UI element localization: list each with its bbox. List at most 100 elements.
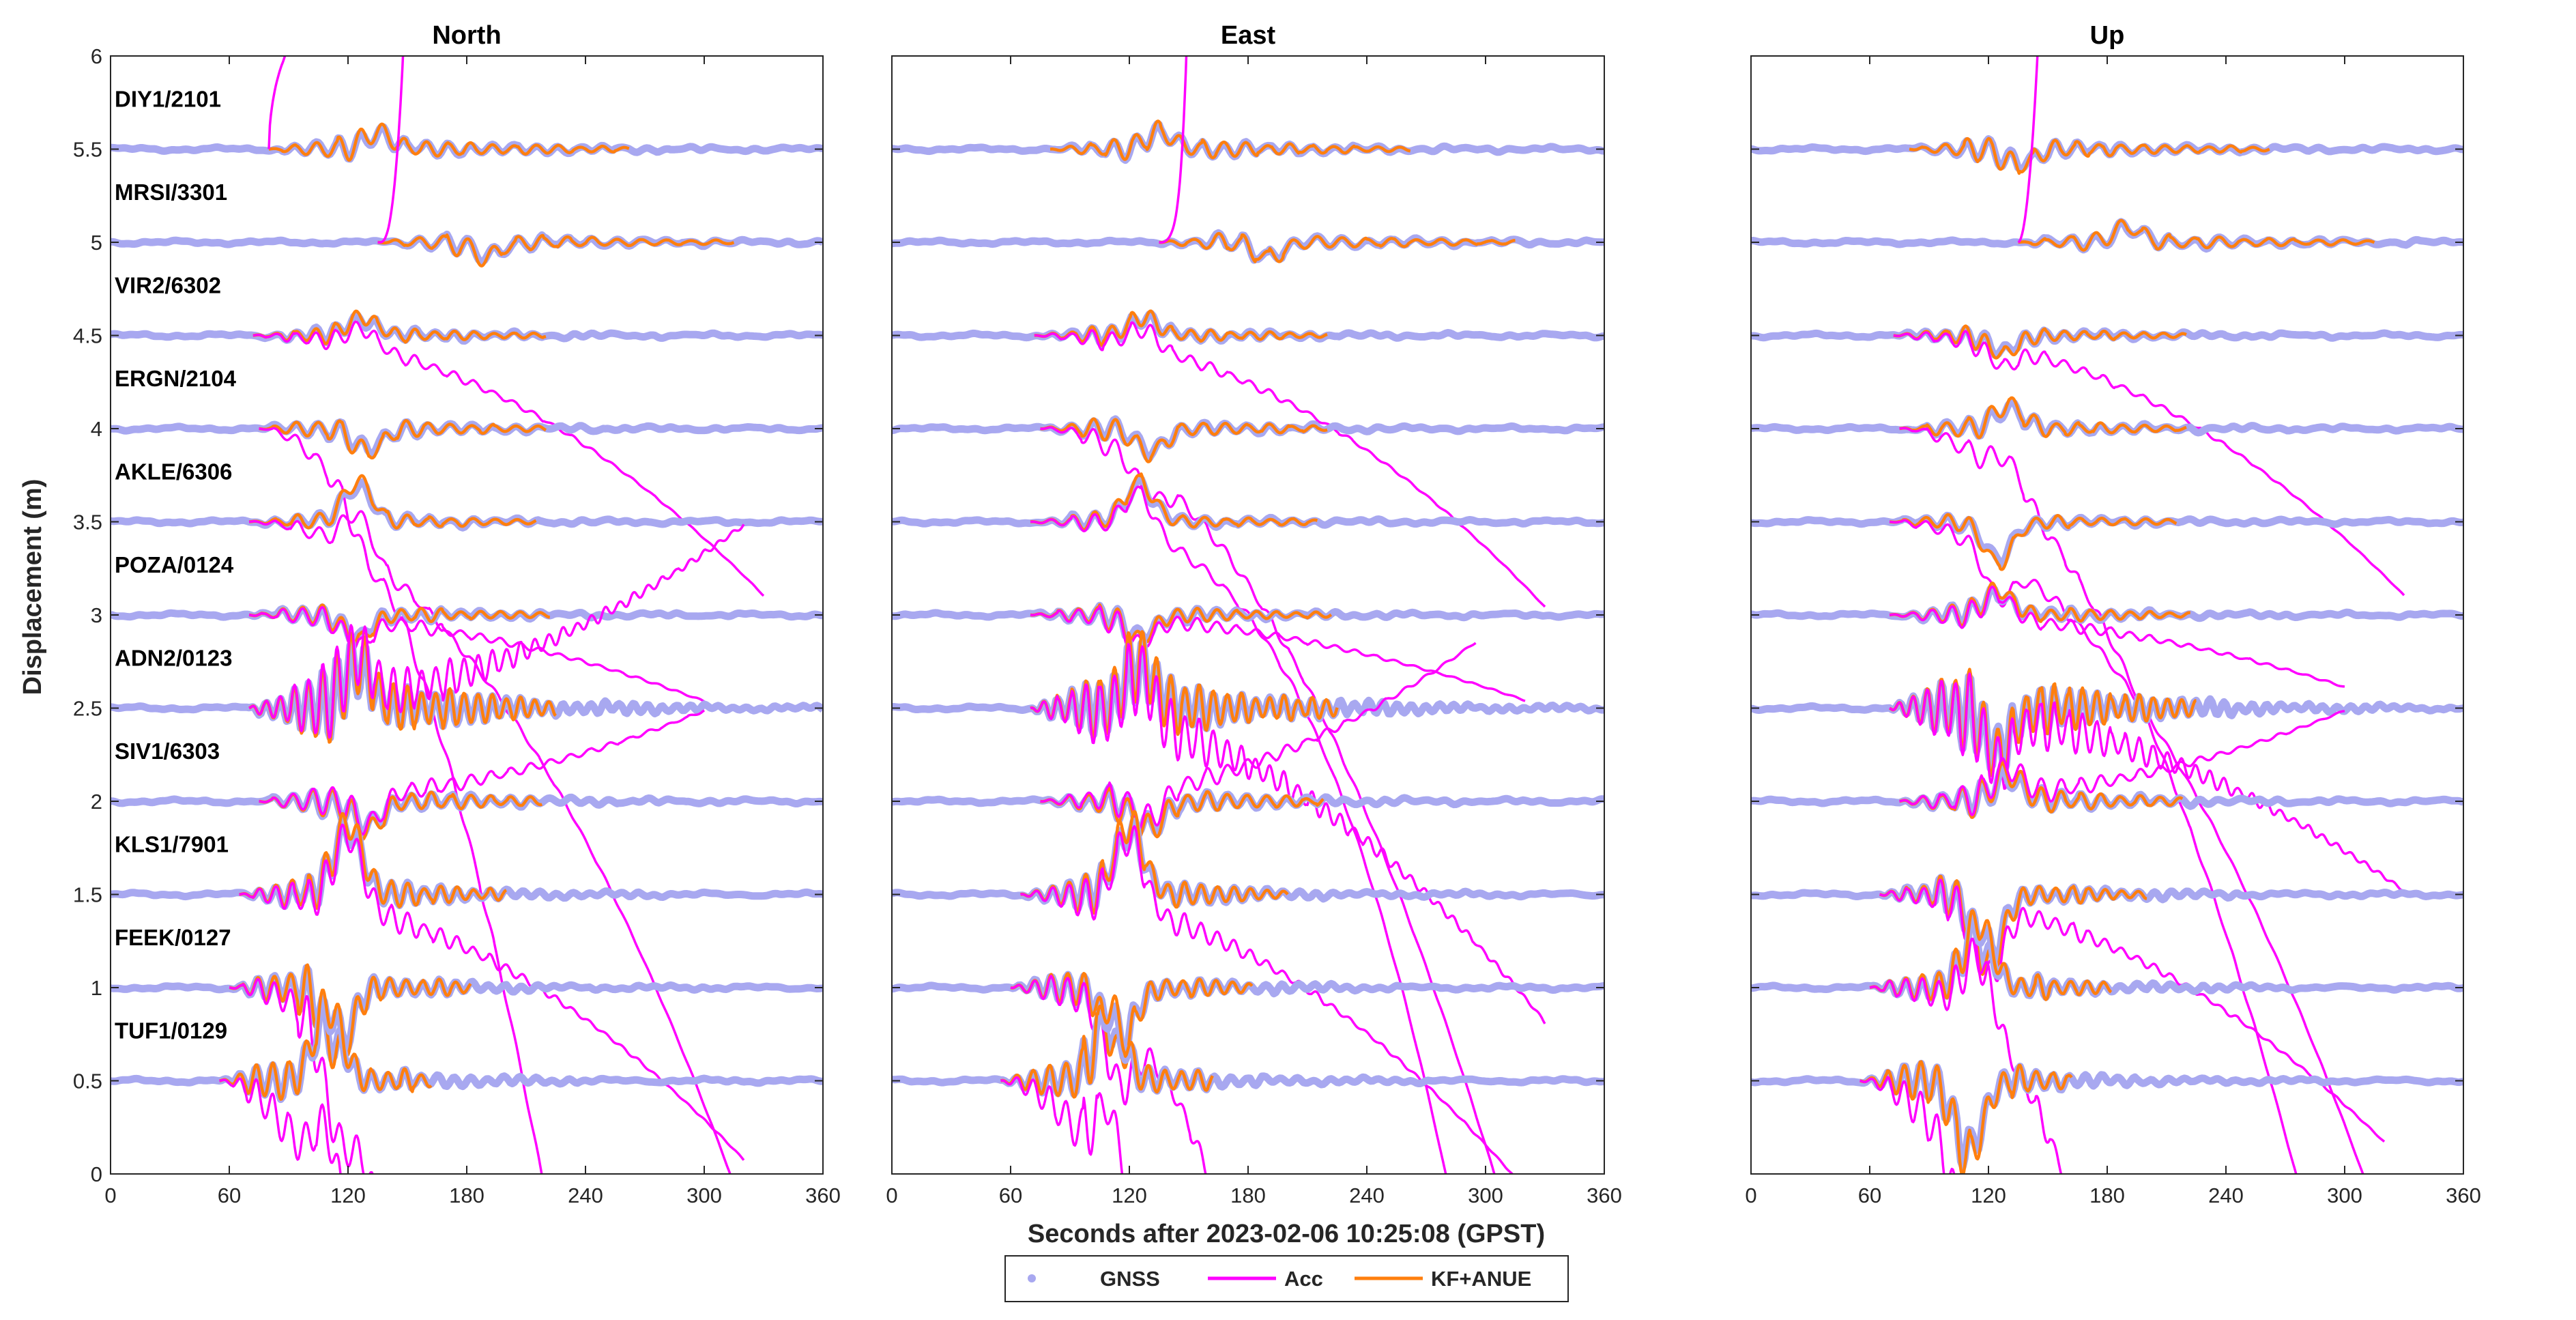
x-tick-label: 360 [2446, 1183, 2481, 1207]
plot-content [892, 56, 1604, 1174]
station-label: POZA/0124 [115, 552, 234, 577]
legend-acc-label: Acc [1284, 1267, 1323, 1291]
x-tick-label: 0 [886, 1183, 897, 1207]
x-tick-label: 300 [686, 1183, 722, 1207]
kf-anue-series [252, 309, 547, 345]
y-tick-label: 5.5 [73, 138, 102, 162]
legend-box [1004, 1255, 1569, 1302]
acc-series [1010, 975, 1207, 1174]
panel-east: 0 60 120 180 240 300 360 East [886, 21, 1622, 1207]
x-tick-label: 0 [104, 1183, 116, 1207]
panels: DIY1/2101 MRSI/3301 VIR2/6302 ERGN/2104 AKLE… [73, 21, 2481, 1207]
x-tick-label: 0 [1745, 1183, 1756, 1207]
kf-anue-series [1039, 417, 1328, 463]
acc-series [1869, 937, 2063, 1174]
x-tick-label: 120 [330, 1183, 366, 1207]
x-tick-label: 120 [1971, 1183, 2006, 1207]
kf-anue-series [1893, 324, 2187, 360]
kf-anue-series [218, 988, 433, 1101]
x-tick-label: 60 [999, 1183, 1022, 1207]
acc-series [252, 320, 765, 597]
legend: GNSS Acc KF+ANUE [1004, 1255, 1569, 1302]
acc-series [267, 56, 287, 149]
acc-series [1889, 672, 2405, 892]
x-tick-label: 360 [805, 1183, 841, 1207]
acc-series [259, 709, 706, 836]
y-tick-label: 4.5 [73, 324, 102, 348]
y-tick-label: 2 [91, 790, 102, 814]
kf-anue-series [248, 474, 537, 530]
x-tick-label: 300 [2327, 1183, 2362, 1207]
y-tick-label: 1.5 [73, 883, 102, 907]
acc-series [1879, 878, 2386, 1143]
panel-title: East [1221, 21, 1276, 50]
acc-series [248, 605, 705, 703]
station-label: FEEK/0127 [115, 925, 231, 950]
x-tick-label: 180 [1230, 1183, 1266, 1207]
x-tick-label: 240 [2208, 1183, 2244, 1207]
acc-series [377, 56, 405, 244]
acc-series [1030, 643, 1546, 1024]
x-tick-label: 300 [1468, 1183, 1503, 1207]
acc-series [1893, 330, 2405, 597]
acc-series [1030, 485, 1447, 1174]
acc-series [259, 427, 543, 1174]
station-label: AKLE/6306 [115, 459, 232, 484]
panel-title: Up [2090, 21, 2125, 50]
kf-anue-series [1000, 994, 1214, 1099]
acc-series [229, 977, 375, 1174]
legend-gnss-label: GNSS [1100, 1267, 1160, 1291]
x-tick-label: 360 [1587, 1183, 1622, 1207]
acc-series [1000, 1076, 1124, 1174]
x-tick-label: 60 [1858, 1183, 1881, 1207]
kf-anue-series [1879, 874, 2147, 976]
kf-anue-series [1859, 1060, 2073, 1174]
acc-series [1859, 1076, 1956, 1174]
station-label: SIV1/6303 [115, 738, 220, 764]
kf-anue-series [1034, 309, 1328, 347]
y-tick-label: 1 [91, 976, 102, 1000]
y-tick-label: 6 [91, 44, 102, 68]
station-label: DIY1/2101 [115, 86, 221, 111]
x-tick-label: 120 [1112, 1183, 1147, 1207]
x-tick-label: 240 [1349, 1183, 1385, 1207]
legend-gnss-marker [1028, 1274, 1036, 1282]
station-label: ADN2/0123 [115, 645, 232, 670]
x-tick-label: 180 [449, 1183, 484, 1207]
plot-content [111, 56, 823, 1174]
kf-anue-series [1010, 971, 1254, 1070]
acc-series [1030, 605, 1526, 702]
kf-anue-series [1909, 137, 2270, 175]
station-label: KLS1/7901 [115, 831, 229, 857]
acc-series [248, 523, 745, 739]
panel-north: DIY1/2101 MRSI/3301 VIR2/6302 ERGN/2104 AKLE… [73, 21, 841, 1207]
y-tick-label: 0 [91, 1162, 102, 1186]
y-tick-label: 3.5 [73, 511, 102, 534]
acc-series [1899, 710, 2345, 816]
plot-content [1751, 56, 2463, 1174]
acc-series [1159, 56, 1188, 244]
kf-anue-series [377, 233, 735, 268]
x-tick-label: 180 [2089, 1183, 2125, 1207]
kf-anue-series [1158, 231, 1516, 263]
acc-series [1040, 642, 1477, 831]
station-label: MRSI/3301 [115, 180, 227, 205]
y-tick-label: 3 [91, 603, 102, 627]
kf-anue-series [2017, 218, 2375, 252]
kf-anue-series [1889, 513, 2177, 571]
panel-up: 0 60 120 180 240 300 360 Up [1745, 21, 2481, 1207]
acc-series [1899, 427, 2298, 1174]
kf-anue-series [258, 418, 547, 460]
acc-series [219, 1077, 342, 1174]
y-tick-label: 2.5 [73, 697, 102, 721]
panel-title: North [432, 21, 501, 50]
kf-anue-series [1898, 396, 2187, 440]
x-tick-label: 240 [568, 1183, 603, 1207]
x-axis-label: Seconds after 2023-02-06 10:25:08 (GPST) [1028, 1220, 1545, 1248]
legend-kf-label: KF+ANUE [1431, 1267, 1531, 1291]
y-tick-label: 5 [91, 231, 102, 255]
kf-anue-series [1050, 119, 1411, 161]
acc-series [1889, 585, 2345, 688]
acc-series [2017, 56, 2039, 244]
